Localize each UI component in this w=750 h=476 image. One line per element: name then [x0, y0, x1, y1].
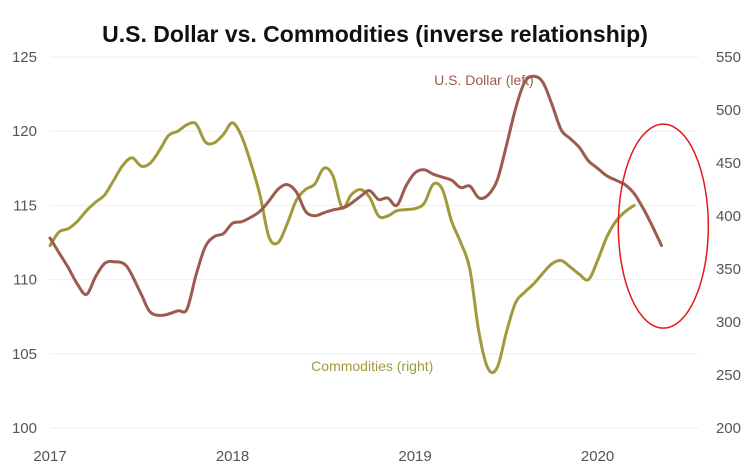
gridlines	[50, 56, 698, 429]
right-tick-label: 500	[716, 102, 741, 119]
right-tick-label: 400	[716, 208, 741, 225]
left-tick-label: 105	[12, 346, 37, 363]
x-tick-label: 2018	[216, 448, 249, 465]
right-tick-label: 350	[716, 261, 741, 278]
right-tick-label: 450	[716, 155, 741, 172]
left-tick-label: 125	[12, 49, 37, 66]
commodities-series-label: Commodities (right)	[311, 358, 433, 374]
series-lines	[48, 74, 663, 375]
right-tick-label: 250	[716, 367, 741, 384]
right-axis: 200 250 300 350 400 450 500 550	[716, 49, 741, 437]
x-tick-label: 2017	[33, 448, 66, 465]
left-tick-label: 115	[13, 197, 37, 214]
right-tick-label: 300	[716, 314, 741, 331]
dollar-series-label: U.S. Dollar (left)	[434, 72, 534, 88]
left-tick-label: 100	[12, 420, 37, 437]
commodities-series-line	[48, 121, 636, 375]
x-tick-label: 2019	[398, 448, 431, 465]
dollar-series-line	[48, 74, 663, 317]
highlight-annotation	[617, 123, 710, 329]
chart-title: U.S. Dollar vs. Commodities (inverse rel…	[102, 21, 648, 47]
right-tick-label: 550	[716, 49, 741, 66]
right-tick-label: 200	[716, 420, 741, 437]
left-tick-label: 110	[13, 272, 37, 289]
x-axis: 2017 2018 2019 2020	[33, 448, 614, 465]
left-axis: 100 105 110 115 120 125	[12, 49, 37, 437]
series-labels: U.S. Dollar (left) Commodities (right)	[311, 72, 534, 374]
left-tick-label: 120	[12, 123, 37, 140]
x-tick-label: 2020	[581, 448, 614, 465]
highlight-ellipse	[617, 123, 710, 329]
